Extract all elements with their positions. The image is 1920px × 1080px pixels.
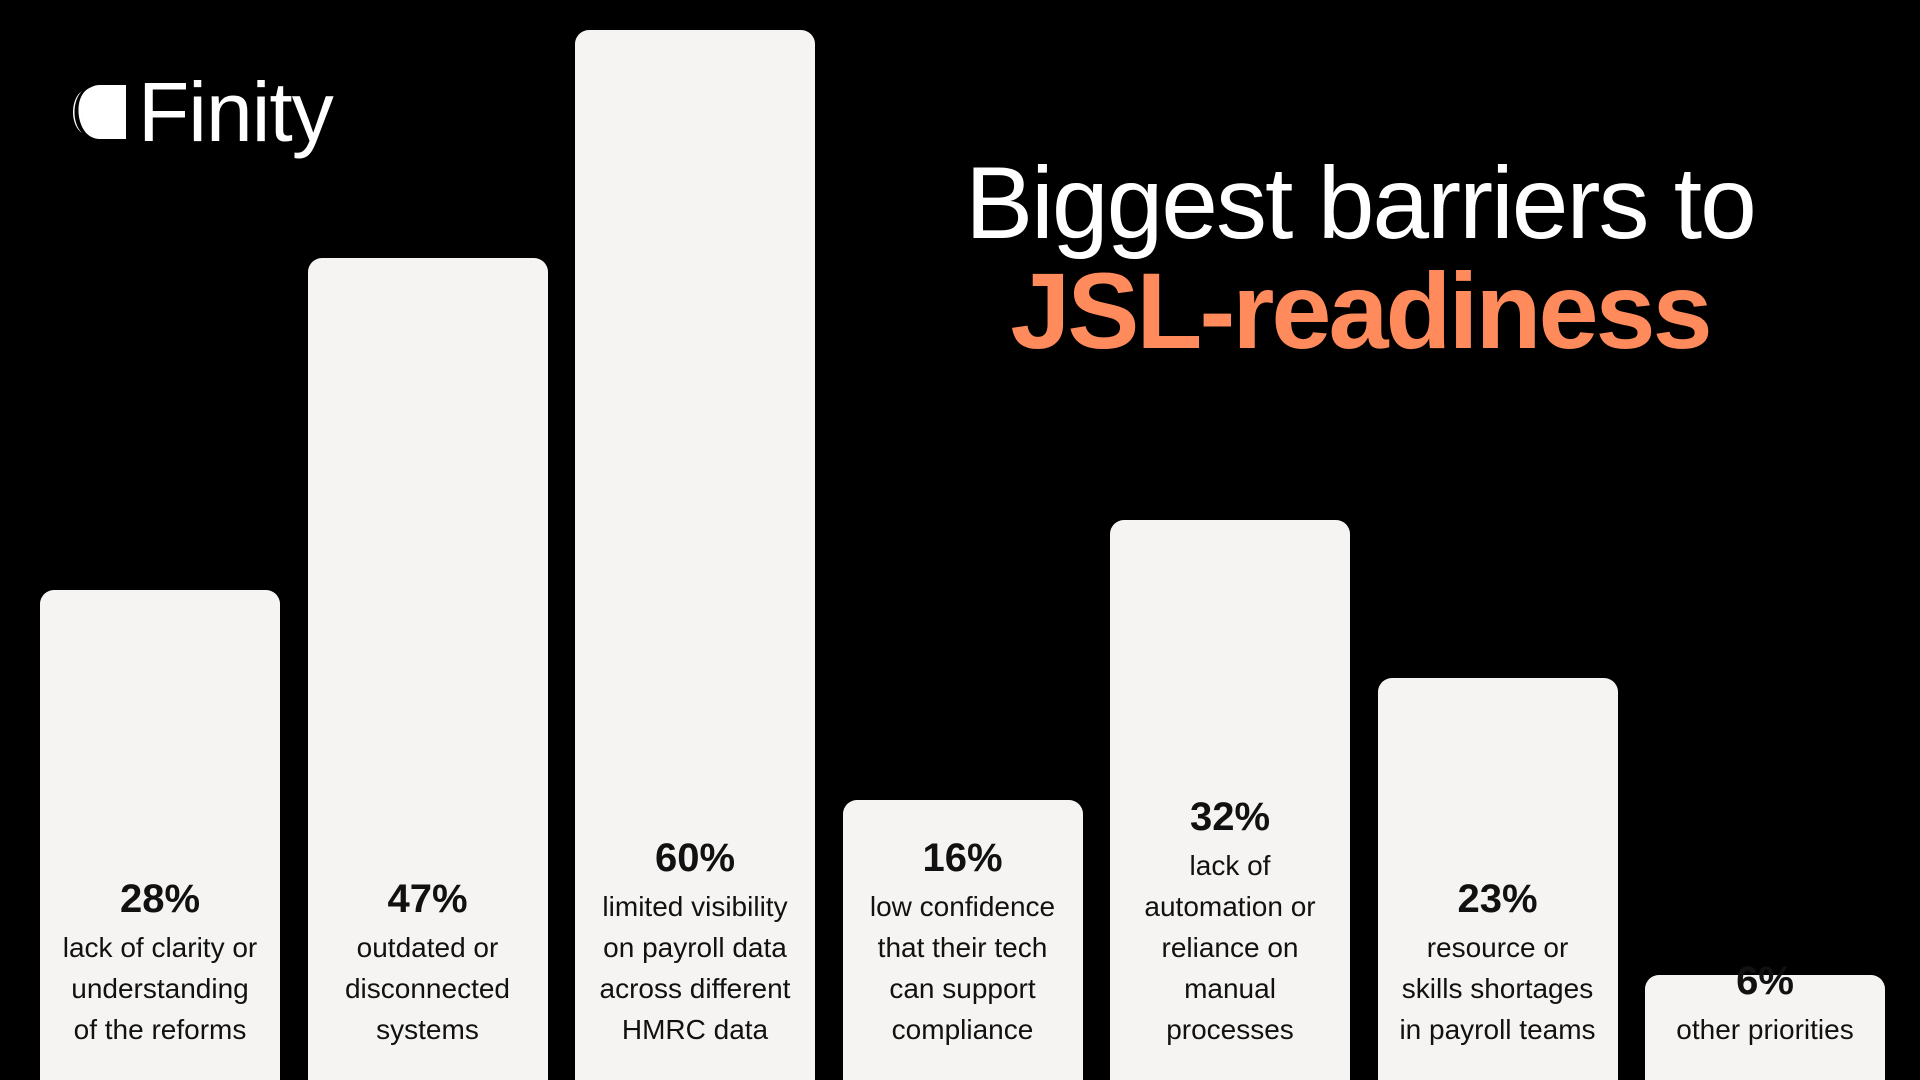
chart-title: Biggest barriers to JSL-readiness <box>930 146 1790 372</box>
bar-label: 60% limited visibility on payroll data ac… <box>575 836 815 1050</box>
bar <box>575 30 815 1080</box>
bar <box>1110 520 1350 1080</box>
bar <box>1645 975 1885 1080</box>
category-label: lack of clarity or understanding of the … <box>62 932 258 1045</box>
category-label: low confidence that their tech can suppo… <box>869 891 1056 1045</box>
data-label: 60% <box>654 836 736 880</box>
title-line-1: Biggest barriers to <box>965 146 1757 260</box>
category-label: other priorities <box>1676 1014 1854 1045</box>
category-label: outdated or disconnected systems <box>344 932 510 1045</box>
bar <box>1377 677 1618 1080</box>
bar <box>40 590 280 1080</box>
bar-label: 28% lack of clarity or understanding of t… <box>40 877 280 1050</box>
data-label: 6% <box>1736 959 1794 1003</box>
bar-label: 16% low confidence that their tech can su… <box>843 836 1083 1050</box>
data-label: 28% <box>119 877 201 921</box>
bar-label: 47% outdated or disconnected systems <box>308 877 548 1050</box>
bar-label: 23% resource or skills shortages in payro… <box>1378 877 1618 1050</box>
bar <box>307 257 548 1080</box>
bar-label: 6% other priorities <box>1645 959 1885 1050</box>
category-label: limited visibility on payroll data acros… <box>599 891 791 1045</box>
bar <box>842 800 1083 1080</box>
brand-logo: Finity <box>72 65 334 159</box>
data-label: 47% <box>387 877 468 921</box>
title-line-2: JSL-readiness <box>1010 250 1712 372</box>
data-label: 32% <box>1189 795 1271 839</box>
brand-name: Finity <box>138 65 334 159</box>
bar-label: 32% lack of automation or reliance on man… <box>1110 795 1350 1050</box>
finity-logo-icon <box>73 85 126 139</box>
category-label: lack of automation or reliance on manual… <box>1144 850 1316 1045</box>
data-label: 16% <box>922 836 1003 880</box>
data-label: 23% <box>1457 877 1538 921</box>
category-label: resource or skills shortages in payroll … <box>1399 932 1596 1045</box>
